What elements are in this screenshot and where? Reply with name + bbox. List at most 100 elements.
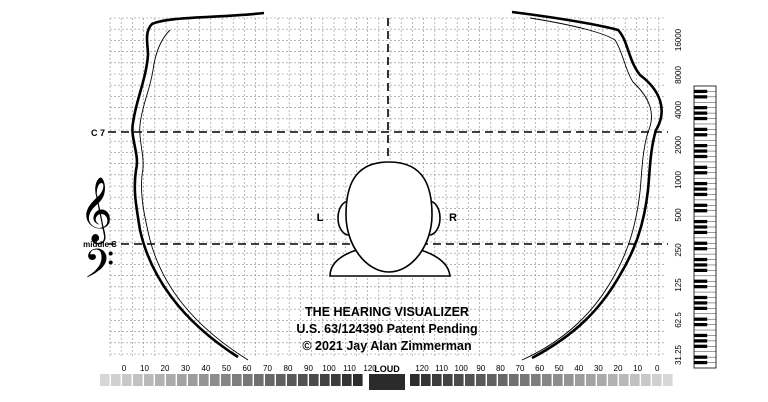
loudness-scale-segment: [221, 374, 231, 386]
loudness-scale-segment: [265, 374, 275, 386]
black-key: [694, 181, 708, 186]
frequency-tick-label: 250: [674, 243, 683, 257]
loudness-scale-segment: [122, 374, 132, 386]
loudness-gradient-scale: [100, 374, 673, 386]
loudness-scale-segment: [410, 374, 420, 386]
head-silhouette: [329, 161, 451, 277]
loudness-scale-segment: [309, 374, 319, 386]
loudness-scale-segment: [144, 374, 154, 386]
loudness-scale-segment: [155, 374, 165, 386]
black-key: [694, 263, 708, 267]
black-key: [694, 230, 708, 235]
loudness-scale-segment: [498, 374, 508, 386]
middle-c-label: middle C: [83, 240, 117, 249]
black-key: [694, 116, 708, 121]
black-key: [694, 149, 708, 153]
loudness-scale-segment: [320, 374, 330, 386]
loudness-scale-segment: [331, 374, 341, 386]
loudness-scale-segment: [188, 374, 198, 386]
loudness-tick-label: 60: [243, 364, 252, 373]
loudness-scale-segment: [111, 374, 121, 386]
treble-clef-icon: 𝄞: [79, 177, 112, 244]
black-key: [694, 333, 708, 338]
loudness-tick-label: 30: [181, 364, 190, 373]
loudness-tick-label: 20: [614, 364, 623, 373]
frequency-tick-label: 2000: [674, 136, 683, 154]
loudness-tick-labels: 0 10 20 30 40 50 60 70 80 90 100 110 120 120 110 100 90 8…: [122, 364, 660, 373]
right-hearing-curve-inner: [521, 17, 652, 361]
black-key: [694, 203, 708, 207]
black-key: [694, 268, 708, 273]
loudness-tick-label: 30: [594, 364, 603, 373]
loudness-scale-segment: [575, 374, 585, 386]
loudness-scale-segment: [641, 374, 651, 386]
frequency-tick-label: 4000: [674, 101, 683, 119]
loud-label: LOUD: [374, 364, 400, 374]
black-key: [694, 306, 708, 310]
loudness-scale-segment: [199, 374, 209, 386]
black-key: [694, 317, 708, 321]
loudness-tick-label: 120: [363, 364, 377, 373]
black-key: [694, 285, 708, 289]
black-key: [694, 219, 708, 224]
loudness-scale-segment: [243, 374, 253, 386]
loudness-scale-segment: [630, 374, 640, 386]
black-key: [694, 241, 708, 245]
loudness-scale-segment: [254, 374, 264, 386]
loudness-tick-label: 90: [304, 364, 313, 373]
frequency-tick-label: 8000: [674, 66, 683, 84]
frequency-tick-label: 1000: [674, 171, 683, 189]
loudness-scale-segment: [353, 374, 363, 386]
loudness-scale-segment: [476, 374, 486, 386]
black-key: [694, 187, 708, 191]
loud-label-box: [369, 374, 405, 390]
loudness-tick-label: 100: [455, 364, 469, 373]
loudness-scale-segment: [298, 374, 308, 386]
loudness-tick-label: 20: [161, 364, 170, 373]
loudness-scale-segment: [663, 374, 673, 386]
loudness-scale-segment: [542, 374, 552, 386]
black-key: [694, 171, 708, 175]
loudness-scale-segment: [232, 374, 242, 386]
loudness-scale-segment: [342, 374, 352, 386]
piano-keyboard: [693, 85, 717, 369]
left-ear-label: L: [317, 212, 324, 224]
loudness-tick-label: 10: [633, 364, 642, 373]
loudness-tick-label: 10: [140, 364, 149, 373]
black-key: [694, 144, 708, 148]
black-key: [694, 95, 708, 99]
frequency-tick-label: 62.5: [674, 312, 683, 328]
right-hearing-curve-outer: [511, 10, 663, 360]
patent-line: U.S. 63/124390 Patent Pending: [296, 322, 477, 336]
frequency-tick-label: 31.25: [674, 344, 683, 365]
loudness-tick-label: 120: [415, 364, 429, 373]
loudness-tick-label: 100: [322, 364, 336, 373]
frequency-tick-label: 125: [674, 278, 683, 292]
frequency-tick-labels: 16000 8000 4000 2000 1000 500 250 125 62.5 31.25: [674, 28, 683, 365]
loudness-tick-label: 70: [516, 364, 525, 373]
loudness-tick-label: 50: [555, 364, 564, 373]
black-key: [694, 133, 708, 137]
left-hearing-curve-outer: [131, 11, 265, 359]
loudness-tick-label: 80: [284, 364, 293, 373]
black-key: [694, 295, 708, 300]
black-key: [694, 192, 708, 197]
loudness-tick-label: 0: [122, 364, 127, 373]
loudness-scale-segment: [454, 374, 464, 386]
diagram-title: THE HEARING VISUALIZER: [305, 305, 469, 319]
loudness-scale-segment: [432, 374, 442, 386]
loudness-scale-segment: [531, 374, 541, 386]
loudness-scale-segment: [166, 374, 176, 386]
black-key: [694, 106, 708, 110]
loudness-tick-label: 70: [263, 364, 272, 373]
loudness-scale-segment: [487, 374, 497, 386]
loudness-scale-segment: [619, 374, 629, 386]
loudness-tick-label: 50: [222, 364, 231, 373]
loudness-scale-segment: [210, 374, 220, 386]
loudness-tick-label: 60: [535, 364, 544, 373]
black-key: [694, 154, 708, 159]
black-key: [694, 339, 708, 343]
black-key: [694, 225, 708, 229]
copyright-line: © 2021 Jay Alan Zimmerman: [302, 339, 471, 353]
